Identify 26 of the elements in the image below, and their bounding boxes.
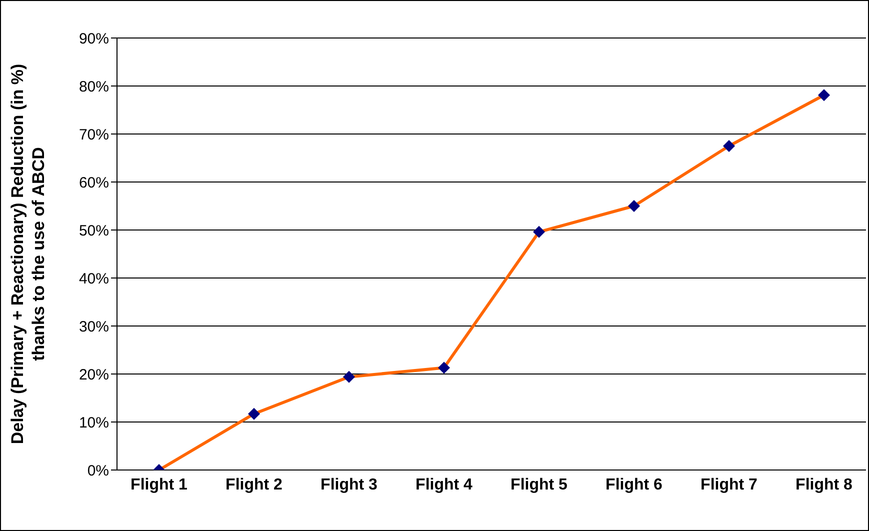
point	[628, 200, 640, 212]
x-tick-label: Flight 6	[606, 476, 663, 494]
y-tick-label: 10%	[78, 414, 109, 432]
y-tick-label: 0%	[87, 462, 109, 480]
y-tick-label: 80%	[78, 78, 109, 96]
y-tick-label: 20%	[78, 366, 109, 384]
point	[533, 226, 545, 238]
x-tick-label: Flight 1	[130, 476, 188, 494]
x-tick-label: Flight 4	[416, 476, 473, 494]
y-tick-label: 60%	[78, 174, 109, 192]
x-tick-label: Flight 7	[700, 476, 758, 494]
x-tick-label: Flight 2	[226, 476, 283, 494]
point	[818, 89, 830, 102]
point	[343, 370, 355, 383]
point	[248, 408, 260, 420]
y-tick-label: 70%	[78, 126, 109, 144]
point	[438, 362, 450, 374]
x-tick-label: Flight 3	[320, 476, 378, 494]
x-tick-label: Flight 8	[796, 476, 853, 494]
y-tick-label: 90%	[78, 30, 109, 48]
y-tick-label: 30%	[78, 318, 109, 336]
point	[723, 140, 735, 152]
y-tick-label: 40%	[78, 270, 109, 288]
y-tick-label: 50%	[78, 222, 109, 240]
y-axis-title: Delay (Primary + Reactionary) Reduction (in %) thanks to the use of ABCD	[8, 64, 48, 444]
x-tick-label: Flight 5	[510, 476, 568, 494]
